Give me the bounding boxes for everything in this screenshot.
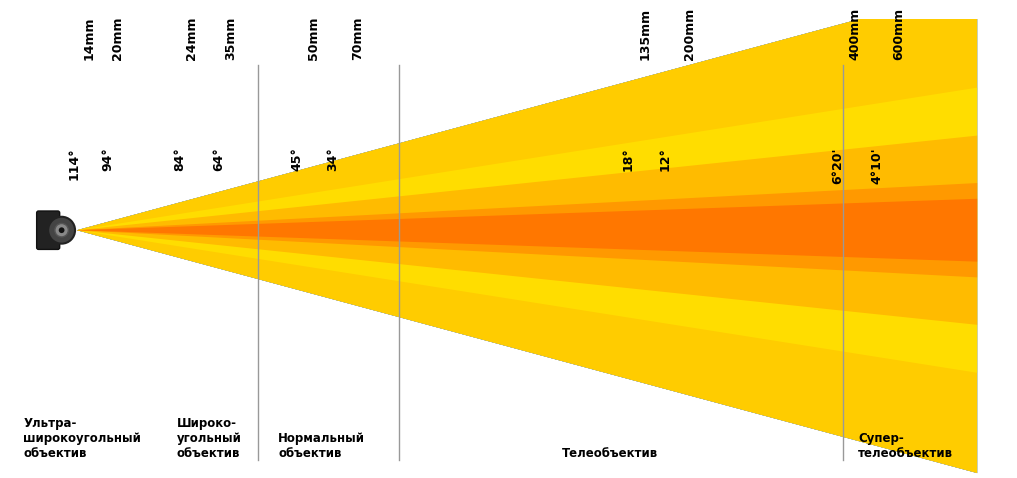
Text: 114°: 114° [67, 148, 80, 180]
Text: Широко-
угольный
объектив: Широко- угольный объектив [177, 417, 241, 460]
FancyBboxPatch shape [37, 211, 60, 250]
Polygon shape [77, 0, 977, 473]
Circle shape [55, 224, 68, 237]
Circle shape [59, 228, 64, 233]
Polygon shape [77, 0, 977, 473]
Text: 6°20': 6°20' [831, 148, 844, 184]
Text: 35mm: 35mm [224, 17, 237, 60]
Circle shape [48, 217, 75, 244]
Text: Телеобъектив: Телеобъектив [562, 446, 658, 460]
Text: Супер-
телеобъектив: Супер- телеобъектив [858, 432, 953, 460]
Text: 70mm: 70mm [351, 17, 364, 60]
Polygon shape [77, 0, 977, 473]
Text: 600mm: 600mm [893, 8, 905, 60]
Polygon shape [77, 87, 977, 373]
Polygon shape [77, 199, 977, 261]
Polygon shape [77, 183, 977, 277]
Text: 94°: 94° [102, 148, 115, 171]
Text: 45°: 45° [290, 148, 303, 172]
Text: 18°: 18° [621, 148, 635, 171]
Text: 4°10': 4°10' [871, 148, 883, 184]
Polygon shape [77, 0, 977, 473]
Text: 200mm: 200mm [682, 8, 696, 60]
Polygon shape [77, 136, 977, 325]
Text: 64°: 64° [212, 148, 225, 171]
Text: 84°: 84° [173, 148, 186, 171]
Text: Нормальный
объектив: Нормальный объектив [278, 432, 365, 460]
Text: 24mm: 24mm [185, 17, 197, 60]
Polygon shape [77, 0, 977, 473]
Text: 135mm: 135mm [639, 8, 652, 60]
Text: 34°: 34° [326, 148, 340, 171]
Text: 400mm: 400mm [848, 8, 861, 60]
Text: 14mm: 14mm [82, 17, 96, 60]
Text: 20mm: 20mm [112, 17, 124, 60]
Polygon shape [77, 0, 977, 473]
Text: Ультра-
широкоугольный
объектив: Ультра- широкоугольный объектив [23, 417, 141, 460]
Text: 50mm: 50mm [307, 17, 319, 60]
Text: 12°: 12° [658, 148, 671, 172]
